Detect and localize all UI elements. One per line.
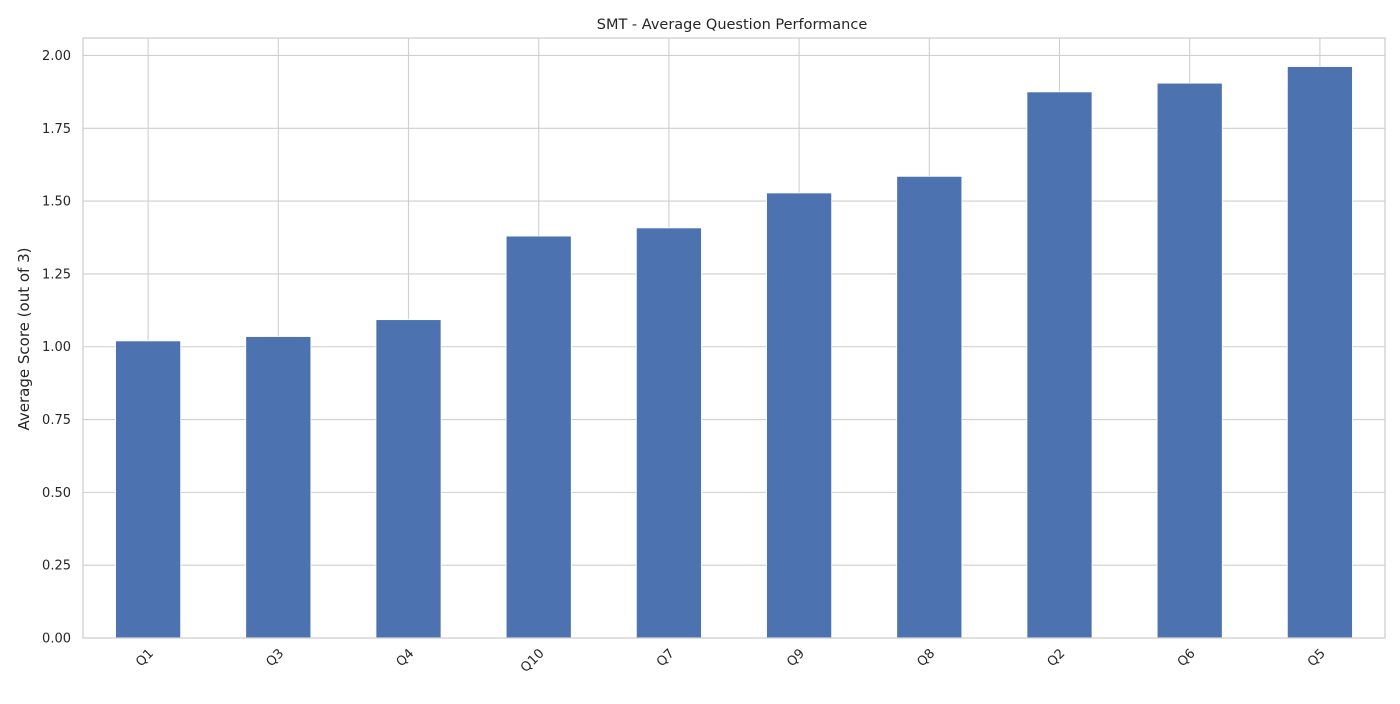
y-tick-label: 1.75 [42, 122, 71, 137]
y-tick-label: 1.50 [42, 195, 71, 210]
chart-title: SMT - Average Question Performance [597, 17, 868, 33]
bar-layer [115, 66, 1353, 639]
bar-q5 [1286, 66, 1353, 639]
x-tick-label: Q2 [1045, 646, 1069, 670]
bar-q4 [375, 319, 442, 639]
y-tick-label: 0.75 [42, 413, 71, 428]
bar-q3 [245, 336, 312, 639]
x-tick-label: Q5 [1305, 646, 1329, 670]
x-tick-label: Q9 [784, 646, 808, 670]
bar-q6 [1156, 82, 1223, 639]
x-tick-label: Q8 [914, 646, 938, 670]
x-tick-label: Q7 [654, 646, 678, 670]
x-tick-label: Q1 [133, 646, 157, 670]
y-axis-title: Average Score (out of 3) [15, 248, 33, 431]
bar-q10 [505, 235, 572, 639]
x-tick-label: Q6 [1175, 646, 1199, 670]
x-tick-label: Q10 [518, 646, 548, 676]
y-tick-label: 0.25 [42, 559, 71, 574]
x-tick-label: Q4 [394, 646, 418, 670]
bar-q1 [115, 340, 182, 639]
y-tick-label: 0.50 [42, 486, 71, 501]
y-tick-label: 2.00 [42, 49, 71, 64]
y-tick-label: 1.25 [42, 267, 71, 282]
y-tick-label: 1.00 [42, 340, 71, 355]
bar-q7 [635, 227, 702, 639]
bar-q9 [766, 192, 833, 639]
plot-frame [82, 37, 1386, 639]
x-tick-label: Q3 [263, 646, 287, 670]
y-tick-label: 0.00 [42, 632, 71, 647]
bar-q8 [896, 175, 963, 639]
bar-q2 [1026, 91, 1093, 639]
